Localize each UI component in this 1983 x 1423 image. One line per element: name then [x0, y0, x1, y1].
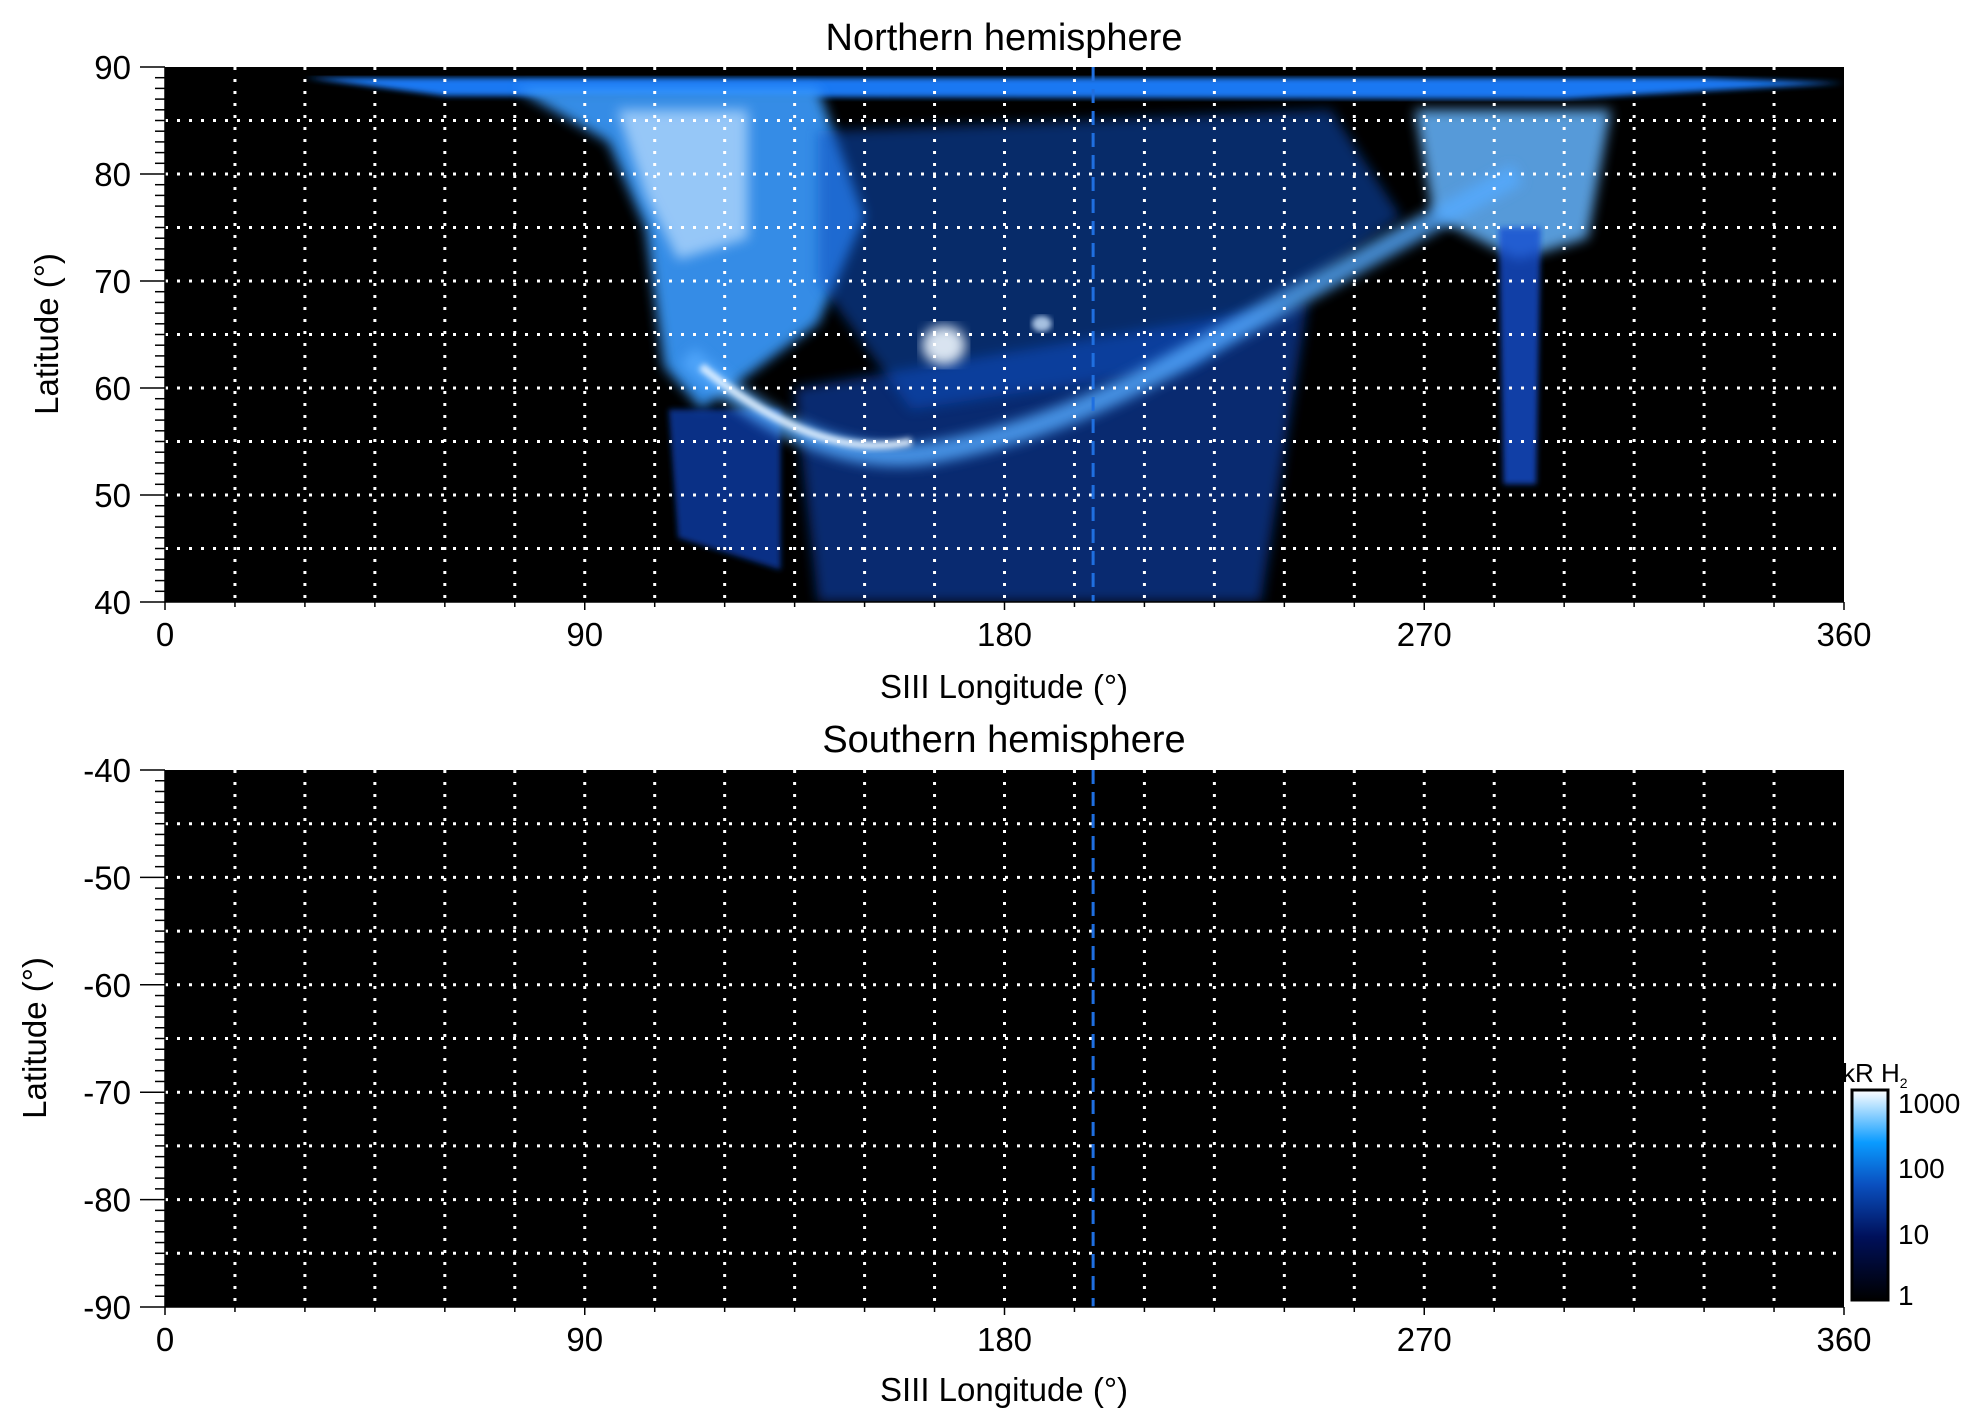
north-panel: 0 90 180 270 360 90 80 70 60 50 40 — [94, 49, 1871, 653]
y-tick-label: 60 — [94, 370, 131, 407]
bright-spot — [1031, 315, 1052, 332]
plot-background — [165, 770, 1844, 1307]
south-xlabel: SIII Longitude (°) — [880, 1371, 1128, 1408]
y-tick-label: -70 — [83, 1074, 131, 1111]
x-tick-label: 360 — [1816, 616, 1871, 653]
dusk-column — [1498, 227, 1541, 485]
north-xlabel: SIII Longitude (°) — [880, 668, 1128, 705]
colorbar-tick-label: 10 — [1898, 1219, 1929, 1250]
y-tick-label: -90 — [83, 1289, 131, 1326]
x-tick-label: 360 — [1816, 1321, 1871, 1358]
south-title: Southern hemisphere — [822, 719, 1185, 761]
colorbar-label: kR H2 — [1842, 1058, 1908, 1091]
colorbar-tick-label: 1000 — [1898, 1088, 1960, 1119]
south-panel: 0 90 180 270 360 -40 -50 -60 -70 -80 -90 — [83, 752, 1871, 1358]
x-tick-label: 90 — [566, 1321, 603, 1358]
y-tick-label: 40 — [94, 584, 131, 621]
y-tick-label: 50 — [94, 477, 131, 514]
y-tick-label: 80 — [94, 156, 131, 193]
dawn-bright — [617, 109, 748, 260]
main-oval — [679, 164, 1523, 467]
colorbar-gradient — [1850, 1088, 1890, 1302]
aurora-emission — [304, 77, 1844, 602]
y-tick-label: -50 — [83, 859, 131, 896]
y-tick-label: 70 — [94, 263, 131, 300]
south-ylabel: Latitude (°) — [16, 957, 53, 1119]
x-tick-label: 0 — [156, 1321, 174, 1358]
x-tick-label: 0 — [156, 616, 174, 653]
x-tick-label: 270 — [1397, 1321, 1452, 1358]
north-title: Northern hemisphere — [826, 17, 1183, 59]
x-tick-label: 90 — [566, 616, 603, 653]
x-tick-label: 180 — [977, 616, 1032, 653]
bright-spot — [921, 325, 966, 366]
y-tick-label: -40 — [83, 752, 131, 789]
north-ylabel: Latitude (°) — [28, 253, 65, 415]
x-tick-label: 180 — [977, 1321, 1032, 1358]
polar-diffuse — [817, 109, 1401, 410]
x-tick-label: 270 — [1397, 616, 1452, 653]
y-tick-label: -60 — [83, 967, 131, 1004]
colorbar-tick-label: 1 — [1898, 1280, 1914, 1311]
y-tick-label: -80 — [83, 1182, 131, 1219]
colorbar-tick-label: 100 — [1898, 1153, 1945, 1184]
y-tick-label: 90 — [94, 49, 131, 86]
colorbar: kR H2 1000 100 10 1 — [1842, 1058, 1960, 1311]
